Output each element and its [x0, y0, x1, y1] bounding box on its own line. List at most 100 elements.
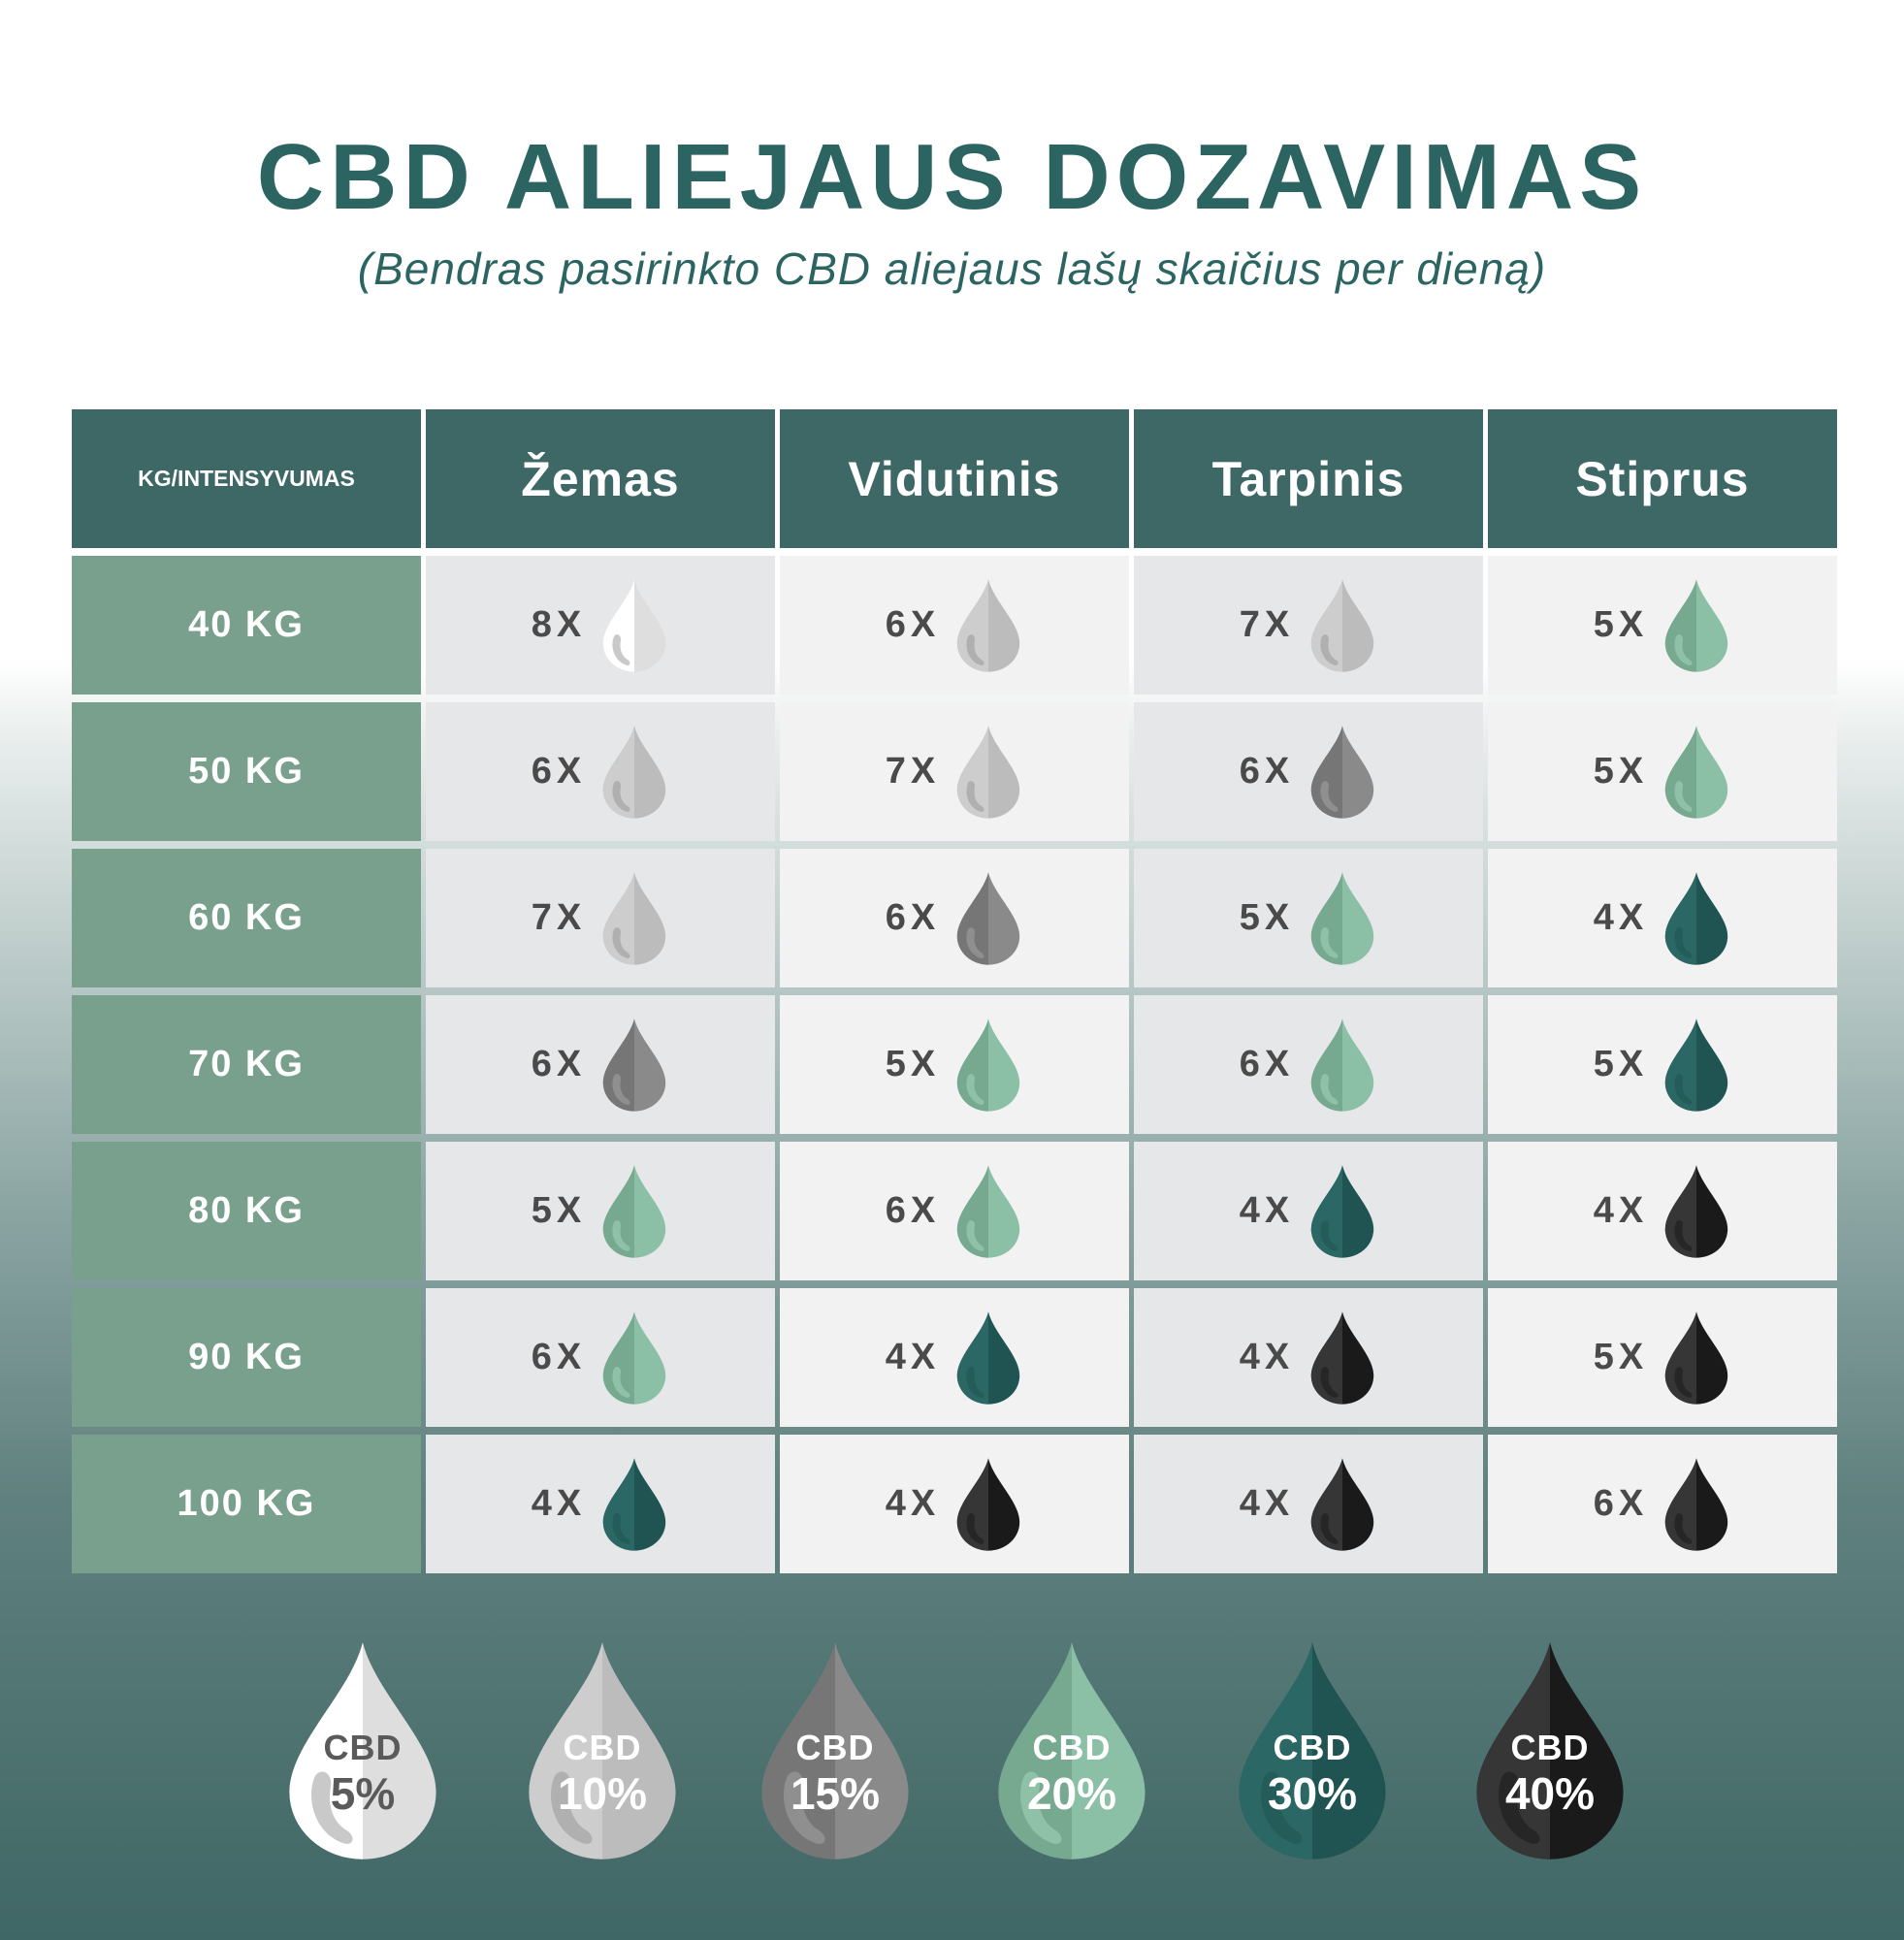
dose-value: 5X: [1593, 751, 1649, 792]
dose-value: 4X: [531, 1483, 587, 1524]
dose-value: 4X: [1239, 1190, 1295, 1231]
drop-icon: [603, 1164, 666, 1258]
drop-icon: [1665, 578, 1728, 672]
legend-percent: 5%: [330, 1768, 396, 1819]
legend-percent: 10%: [557, 1768, 648, 1819]
legend-item: CBD 5%: [281, 1639, 444, 1862]
drop-icon: [957, 1018, 1020, 1112]
legend-item: CBD 30%: [1231, 1639, 1394, 1862]
dose-value: 4X: [1239, 1337, 1295, 1377]
row-label: 40 KG: [72, 556, 421, 695]
drop-icon: [957, 725, 1020, 819]
dose-value: 5X: [885, 1044, 941, 1084]
drop-icon: [1311, 871, 1374, 965]
drop-icon: [1311, 1164, 1374, 1258]
dose-cell: 6X: [426, 1288, 775, 1427]
legend-item: CBD 40%: [1468, 1639, 1631, 1862]
legend-label: CBD: [795, 1728, 875, 1767]
page-title: CBD ALIEJAUS DOZAVIMAS: [256, 125, 1648, 229]
dose-cell: 4X: [780, 1288, 1129, 1427]
drop-icon: [1311, 1457, 1374, 1551]
drop-icon: [1476, 1642, 1624, 1859]
dose-cell: 5X: [1134, 849, 1483, 987]
table-row: 60 KG 7X 6X 5X 4X: [72, 849, 1837, 987]
table-row: 40 KG 8X 6X 7X 5X: [72, 556, 1837, 695]
dose-cell: 7X: [780, 702, 1129, 841]
dose-cell: 7X: [1134, 556, 1483, 695]
dose-cell: 6X: [426, 702, 775, 841]
legend-percent: 30%: [1267, 1768, 1358, 1819]
dose-value: 4X: [1593, 897, 1649, 938]
dose-value: 6X: [531, 751, 587, 792]
dose-cell: 5X: [1488, 556, 1837, 695]
dose-cell: 6X: [780, 1142, 1129, 1280]
dose-cell: 6X: [1488, 1435, 1837, 1573]
drop-icon: [957, 1457, 1020, 1551]
dose-value: 4X: [1593, 1190, 1649, 1231]
dose-cell: 4X: [1134, 1435, 1483, 1573]
dose-cell: 5X: [1488, 995, 1837, 1134]
dose-value: 5X: [1593, 1337, 1649, 1377]
drop-icon: [603, 1310, 666, 1405]
dose-value: 6X: [885, 1190, 941, 1231]
dose-cell: 5X: [1488, 1288, 1837, 1427]
strength-legend: CBD 5% CBD 10% CBD 15% CBD 20% CBD 30% CBD 40%: [0, 1639, 1904, 1872]
legend-percent: 20%: [1026, 1768, 1117, 1819]
dose-cell: 6X: [780, 849, 1129, 987]
column-header-tarpinis: Tarpinis: [1134, 409, 1483, 548]
row-label: 50 KG: [72, 702, 421, 841]
drop-icon: [998, 1642, 1146, 1859]
table-header: KG/INTENSYVUMAS Žemas Vidutinis Tarpinis…: [72, 409, 1837, 548]
legend-label: CBD: [1510, 1728, 1590, 1767]
column-header-vidutinis: Vidutinis: [780, 409, 1129, 548]
table-row: 70 KG 6X 5X 6X 5X: [72, 995, 1837, 1134]
drop-icon: [289, 1642, 436, 1859]
legend-percent: 40%: [1504, 1768, 1596, 1819]
drop-icon: [603, 578, 666, 672]
dose-cell: 6X: [1134, 995, 1483, 1134]
dose-value: 6X: [1239, 1044, 1295, 1084]
dose-value: 6X: [531, 1337, 587, 1377]
drop-icon: [603, 1018, 666, 1112]
dose-value: 6X: [531, 1044, 587, 1084]
dose-cell: 4X: [1488, 849, 1837, 987]
dosage-table: KG/INTENSYVUMAS Žemas Vidutinis Tarpinis…: [72, 409, 1837, 1581]
legend-label: CBD: [563, 1728, 642, 1767]
dose-cell: 7X: [426, 849, 775, 987]
row-label: 60 KG: [72, 849, 421, 987]
dose-value: 6X: [1239, 751, 1295, 792]
drop-icon: [1665, 1018, 1728, 1112]
table-row: 80 KG 5X 6X 4X 4X: [72, 1142, 1837, 1280]
row-label: 80 KG: [72, 1142, 421, 1280]
drop-icon: [957, 578, 1020, 672]
drop-icon: [1311, 578, 1374, 672]
dose-cell: 4X: [1488, 1142, 1837, 1280]
drop-icon: [1665, 1457, 1728, 1551]
dose-cell: 6X: [1134, 702, 1483, 841]
legend-percent: 15%: [790, 1768, 881, 1819]
dose-value: 7X: [531, 897, 587, 938]
drop-icon: [529, 1642, 676, 1859]
legend-label: CBD: [1032, 1728, 1112, 1767]
dose-value: 5X: [531, 1190, 587, 1231]
dose-value: 7X: [1239, 604, 1295, 645]
row-label: 100 KG: [72, 1435, 421, 1573]
drop-icon: [1665, 1310, 1728, 1405]
drop-icon: [603, 725, 666, 819]
column-header-stiprus: Stiprus: [1488, 409, 1837, 548]
drop-icon: [957, 1164, 1020, 1258]
table-row: 50 KG 6X 7X 6X 5X: [72, 702, 1837, 841]
drop-icon: [1311, 1310, 1374, 1405]
dose-value: 5X: [1593, 1044, 1649, 1084]
legend-label: CBD: [323, 1728, 403, 1767]
drop-icon: [957, 1310, 1020, 1405]
legend-item: CBD 20%: [990, 1639, 1153, 1862]
dose-value: 6X: [885, 897, 941, 938]
table-row: 90 KG 6X 4X 4X 5X: [72, 1288, 1837, 1427]
dose-cell: 4X: [1134, 1142, 1483, 1280]
drop-icon: [603, 1457, 666, 1551]
dose-cell: 5X: [426, 1142, 775, 1280]
drop-icon: [1665, 871, 1728, 965]
legend-item: CBD 10%: [521, 1639, 684, 1862]
dose-value: 4X: [885, 1337, 941, 1377]
